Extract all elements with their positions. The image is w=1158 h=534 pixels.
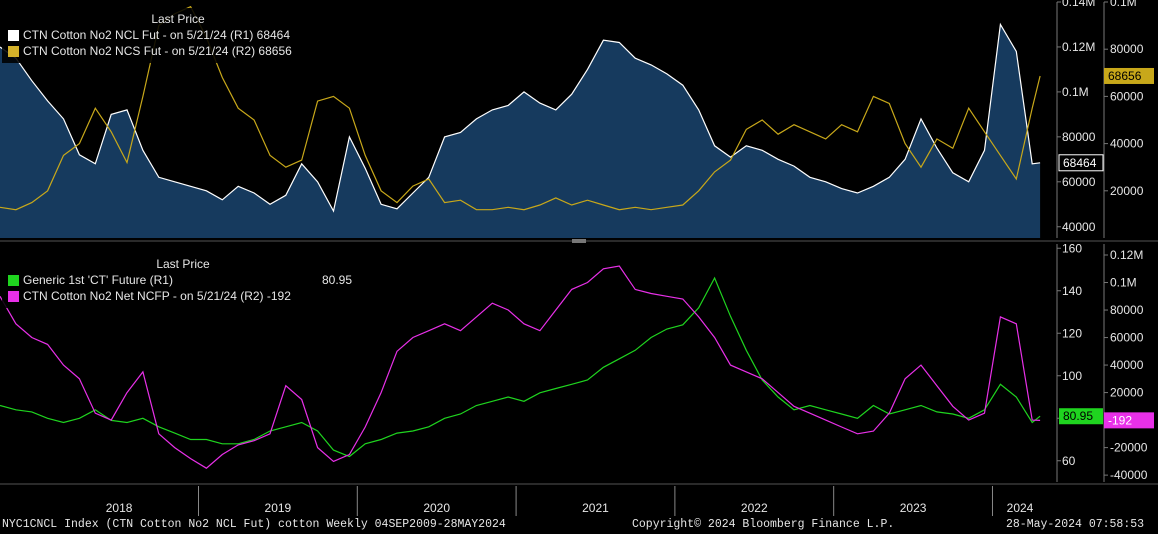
bottom-panel: 6080100120140160-40000-20000020000400006… — [0, 241, 1148, 482]
value-tags: 68464 68656 80.95 -192 — [1058, 67, 1154, 429]
r2-tick-label: 0.12M — [1110, 248, 1143, 262]
x-tick-label: 2019 — [265, 501, 292, 515]
r2-tick-label: 60000 — [1110, 331, 1144, 345]
legend-swatch-ncs — [8, 45, 19, 57]
r1-tick-label: 140 — [1062, 284, 1082, 298]
bottom-legend-item-generic[interactable]: Generic 1st 'CT' Future (R1) 80.95 — [8, 272, 358, 288]
legend-label-ncl: CTN Cotton No2 NCL Fut - on 5/21/24 (R1)… — [23, 28, 291, 42]
r1-tick-label: 0.1M — [1062, 85, 1089, 99]
footer-left: NYC1CNCL Index (CTN Cotton No2 NCL Fut) … — [2, 518, 506, 531]
top-legend: Last Price CTN Cotton No2 NCL Fut - on 5… — [2, 8, 354, 63]
bottom-series-0-line — [0, 276, 1041, 458]
r1-tick-label: 160 — [1062, 241, 1082, 255]
top-legend-header: Last Price — [151, 12, 205, 26]
r2-tick-label: 60000 — [1110, 89, 1144, 103]
r2-tick-label: 20000 — [1110, 184, 1144, 198]
bottom-legend: Last Price Generic 1st 'CT' Future (R1) … — [2, 253, 364, 308]
bottom-series-1-line — [0, 265, 1041, 469]
r1-tick-label: 40000 — [1062, 220, 1096, 234]
panel-resize-handle — [572, 239, 586, 243]
r2-tick-label: 0.1M — [1110, 276, 1137, 290]
legend-swatch-ncfp — [8, 290, 19, 302]
legend-label-ncfp: CTN Cotton No2 Net NCFP - on 5/21/24 (R2… — [23, 289, 291, 303]
r1-tick-label: 0.12M — [1062, 40, 1095, 54]
top-tag-r1-box — [1058, 154, 1104, 172]
legend-entry-generic: Generic 1st 'CT' Future (R1) — [8, 272, 173, 288]
r2-tick-label: 0.1M — [1110, 0, 1137, 9]
r1-tick-label: 80000 — [1062, 130, 1096, 144]
r2-tick-label: 20000 — [1110, 386, 1144, 400]
r1-tick-label: 120 — [1062, 326, 1082, 340]
top-legend-item-ncl[interactable]: CTN Cotton No2 NCL Fut - on 5/21/24 (R1)… — [8, 27, 348, 43]
top-series-0-area — [0, 24, 1041, 238]
x-tick-label: 2020 — [423, 501, 450, 515]
top-tag-r2-box — [1104, 67, 1154, 84]
x-tick-label: 2022 — [741, 501, 768, 515]
bottom-tag-r2-box — [1104, 412, 1154, 429]
bottom-legend-header: Last Price — [156, 257, 210, 271]
r2-tick-label: -40000 — [1110, 468, 1148, 482]
r1-tick-label: 0.14M — [1062, 0, 1095, 9]
legend-label-generic: Generic 1st 'CT' Future (R1) — [23, 273, 173, 287]
x-axis: 2018 2019 2020 2021 2022 2023 2024 — [0, 483, 1158, 516]
r1-tick-label: 100 — [1062, 369, 1082, 383]
top-panel: 40000 60000 80000 0.1M 0.12M 0.14M 20000 40000 6… — [0, 0, 1144, 238]
legend-label-ncs: CTN Cotton No2 NCS Fut - on 5/21/24 (R2)… — [23, 44, 292, 58]
x-tick-label: 2023 — [900, 501, 927, 515]
x-tick-label: 2021 — [582, 501, 609, 515]
top-tag-r1-label: 68464 — [1063, 156, 1097, 170]
footer-center: Copyright© 2024 Bloomberg Finance L.P. — [632, 518, 895, 531]
r2-tick-label: 80000 — [1110, 42, 1144, 56]
r1-tick-label: 60000 — [1062, 175, 1096, 189]
legend-swatch-generic — [8, 274, 19, 286]
bottom-legend-item-ncfp[interactable]: CTN Cotton No2 Net NCFP - on 5/21/24 (R2… — [8, 288, 358, 304]
legend-value-generic: 80.95 — [321, 273, 352, 287]
r1-tick-label: 60 — [1062, 454, 1076, 468]
bottom-tag-r1-box — [1059, 408, 1103, 425]
x-tick-label: 2024 — [1007, 501, 1034, 515]
bottom-tag-r1-label: 80.95 — [1063, 409, 1093, 423]
legend-swatch-ncl — [8, 29, 19, 41]
top-series-0-line — [0, 22, 1041, 213]
r2-tick-label: 80000 — [1110, 303, 1144, 317]
r2-tick-label: 40000 — [1110, 137, 1144, 151]
bottom-tag-r2-label: -192 — [1108, 413, 1132, 427]
x-tick-label: 2018 — [106, 501, 133, 515]
top-tag-r2-label: 68656 — [1108, 69, 1142, 83]
top-legend-item-ncs[interactable]: CTN Cotton No2 NCS Fut - on 5/21/24 (R2)… — [8, 43, 348, 59]
r2-tick-label: -20000 — [1110, 441, 1148, 455]
r2-tick-label: 40000 — [1110, 358, 1144, 372]
footer-right: 28-May-2024 07:58:53 — [1006, 518, 1145, 531]
